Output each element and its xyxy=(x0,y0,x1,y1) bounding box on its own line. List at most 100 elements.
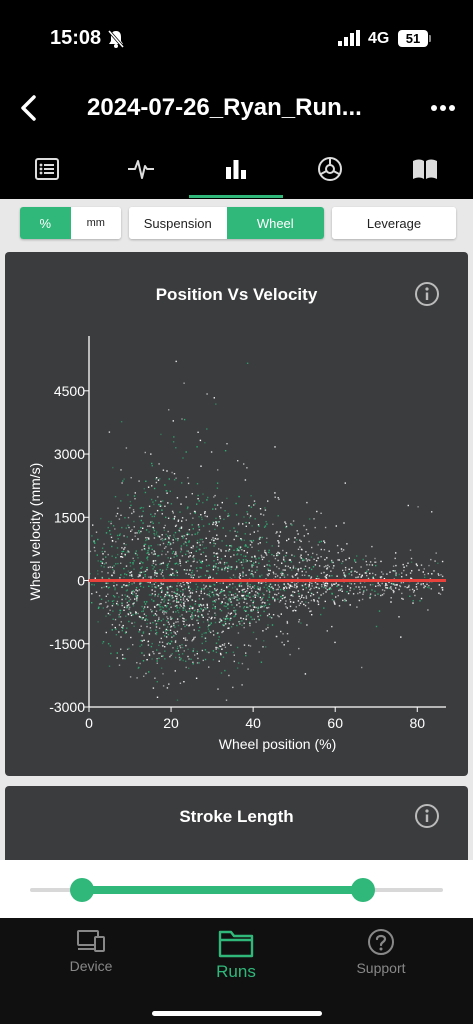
leverage-button[interactable]: Leverage xyxy=(332,207,456,239)
scatter-point xyxy=(185,519,187,521)
nav-runs[interactable]: Runs xyxy=(176,928,296,982)
scatter-point xyxy=(249,540,251,542)
scatter-point xyxy=(118,534,121,536)
scatter-point xyxy=(149,627,152,629)
scatter-point xyxy=(378,610,381,612)
tab-stats[interactable] xyxy=(189,140,283,198)
scatter-point xyxy=(218,636,220,638)
back-arrow-icon[interactable] xyxy=(14,92,42,124)
scatter-point xyxy=(186,569,188,571)
nav-device[interactable]: Device xyxy=(31,928,151,974)
scatter-point xyxy=(283,589,286,592)
scatter-point xyxy=(147,581,149,583)
scatter-point xyxy=(251,556,253,558)
scatter-point xyxy=(288,584,290,586)
slider-high-thumb[interactable] xyxy=(351,878,376,902)
scatter-point xyxy=(205,559,208,561)
scatter-point xyxy=(150,594,152,596)
stroke-info-icon[interactable] xyxy=(414,803,440,829)
scatter-point xyxy=(153,537,156,539)
scatter-point xyxy=(244,555,247,557)
scatter-point xyxy=(216,504,219,506)
scatter-point xyxy=(198,541,201,544)
scatter-point xyxy=(331,561,333,563)
nav-support[interactable]: Support xyxy=(321,928,441,976)
scatter-point xyxy=(133,602,135,604)
scatter-point xyxy=(176,571,178,574)
scatter-point xyxy=(113,570,115,572)
scatter-point xyxy=(431,573,433,575)
scatter-point xyxy=(263,606,265,608)
scatter-point xyxy=(145,537,147,539)
scatter-point xyxy=(123,609,125,611)
scatter-point xyxy=(326,574,328,576)
scatter-point xyxy=(148,538,150,540)
scatter-point xyxy=(315,586,318,589)
scatter-point xyxy=(164,505,166,507)
scatter-point xyxy=(164,595,166,598)
scatter-point xyxy=(140,582,143,584)
slider-low-thumb[interactable] xyxy=(70,878,95,902)
scatter-point xyxy=(247,668,249,670)
mm-unit-button[interactable]: mm xyxy=(70,207,121,239)
scatter-point xyxy=(160,562,162,565)
scatter-point xyxy=(162,542,165,545)
scatter-point xyxy=(192,528,194,530)
scatter-point xyxy=(138,589,140,591)
scatter-point xyxy=(100,560,102,563)
scatter-point xyxy=(213,539,215,542)
scatter-point xyxy=(221,567,223,570)
scatter-point xyxy=(129,598,132,601)
scatter-point xyxy=(192,547,194,549)
scatter-point xyxy=(123,584,125,586)
scatter-point xyxy=(272,571,275,573)
scatter-point xyxy=(105,631,107,634)
run-title: 2024-07-26_Ryan_Run... xyxy=(87,94,362,121)
scatter-point xyxy=(348,573,350,575)
scatter-point xyxy=(125,574,128,576)
type-toggle: Suspension Wheel xyxy=(129,207,324,239)
suspension-button[interactable]: Suspension xyxy=(129,207,227,239)
scatter-point xyxy=(437,562,439,564)
info-icon[interactable] xyxy=(414,281,440,307)
scatter-point xyxy=(198,629,200,632)
scatter-point xyxy=(323,549,326,551)
scatter-point xyxy=(341,585,343,587)
scatter-point xyxy=(192,560,194,563)
tab-list[interactable] xyxy=(0,140,94,198)
scatter-point xyxy=(320,594,322,596)
scatter-point xyxy=(207,587,209,590)
scatter-point xyxy=(274,593,276,596)
scatter-point xyxy=(215,403,217,405)
scatter-point xyxy=(440,574,442,576)
more-options-icon[interactable] xyxy=(428,96,458,120)
scatter-point xyxy=(297,600,300,602)
scatter-point xyxy=(173,536,175,538)
tab-settings[interactable] xyxy=(283,140,377,198)
tab-book[interactable] xyxy=(378,140,472,198)
percent-unit-button[interactable]: % xyxy=(20,207,71,239)
scatter-point xyxy=(162,655,164,657)
scatter-point xyxy=(287,565,289,568)
scatter-point xyxy=(223,561,226,564)
wheel-button[interactable]: Wheel xyxy=(226,207,324,239)
scatter-point xyxy=(256,569,258,571)
scatter-point xyxy=(227,570,229,573)
tab-signal[interactable] xyxy=(94,140,188,198)
scatter-point xyxy=(202,610,204,612)
scatter-point xyxy=(311,585,313,587)
scatter-point xyxy=(257,609,259,612)
scatter-point xyxy=(257,543,259,545)
scatter-point xyxy=(122,550,125,552)
scatter-point xyxy=(341,590,343,592)
scatter-point xyxy=(215,553,217,555)
scatter-point xyxy=(282,588,285,590)
scatter-point xyxy=(173,556,175,558)
x-tick-label: 40 xyxy=(245,715,261,731)
scatter-point xyxy=(224,510,226,512)
scatter-point xyxy=(249,596,251,598)
scatter-point xyxy=(184,609,187,611)
scatter-point xyxy=(179,604,181,606)
scatter-point xyxy=(307,575,310,577)
scatter-point xyxy=(139,583,141,585)
